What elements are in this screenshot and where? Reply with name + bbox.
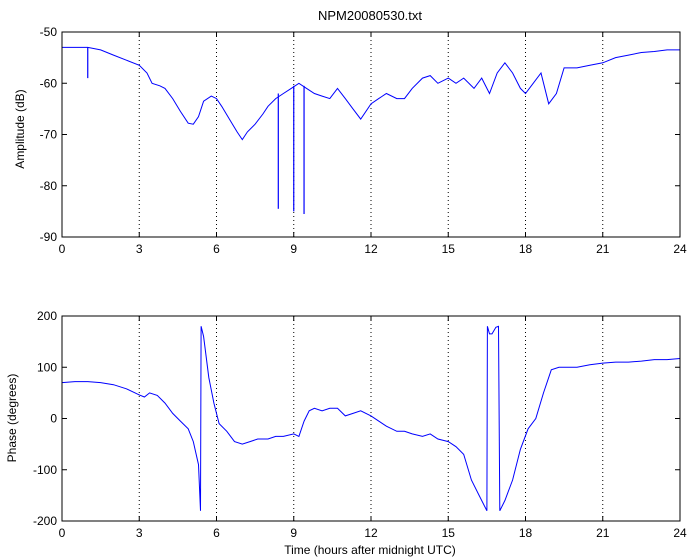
amplitude-x-tick-label: 3 bbox=[136, 242, 143, 256]
phase-x-tick-label: 12 bbox=[364, 526, 378, 540]
phase-x-axis-label: Time (hours after midnight UTC) bbox=[284, 543, 456, 557]
phase-x-tick-label: 9 bbox=[290, 526, 297, 540]
amplitude-y-axis-label: Amplitude (dB) bbox=[13, 89, 27, 168]
phase-x-tick-label: 21 bbox=[596, 526, 610, 540]
phase-axes-frame bbox=[61, 315, 681, 522]
phase-x-tick-label: 18 bbox=[519, 526, 533, 540]
amplitude-x-tick-label: 6 bbox=[213, 242, 220, 256]
phase-x-tick-label: 15 bbox=[442, 526, 456, 540]
phase-y-tick-label: 100 bbox=[37, 360, 57, 374]
phase-x-tick-label: 24 bbox=[673, 526, 687, 540]
amplitude-x-tick-label: 12 bbox=[364, 242, 378, 256]
amplitude-x-tick-label: 18 bbox=[519, 242, 533, 256]
amplitude-y-tick-label: -80 bbox=[40, 179, 58, 193]
amplitude-x-tick-label: 21 bbox=[596, 242, 610, 256]
amplitude-y-tick-label: -70 bbox=[40, 128, 58, 142]
phase-y-tick-label: 0 bbox=[50, 412, 57, 426]
phase-panel: Phase (degrees) Time (hours after midnig… bbox=[5, 309, 687, 557]
amplitude-x-tick-label: 15 bbox=[442, 242, 456, 256]
phase-y-tick-label: -200 bbox=[33, 514, 57, 528]
phase-y-tick-label: -100 bbox=[33, 463, 57, 477]
amplitude-y-tick-label: -90 bbox=[40, 230, 58, 244]
amplitude-y-tick-label: -60 bbox=[40, 76, 58, 90]
phase-x-tick-label: 0 bbox=[59, 526, 66, 540]
amplitude-x-tick-label: 0 bbox=[59, 242, 66, 256]
phase-x-tick-label: 6 bbox=[213, 526, 220, 540]
amplitude-axes-frame bbox=[61, 31, 681, 238]
amplitude-chart-title: NPM20080530.txt bbox=[318, 8, 422, 23]
phase-y-tick-label: 200 bbox=[37, 309, 57, 323]
phase-series-line bbox=[61, 325, 681, 512]
amplitude-x-tick-label: 24 bbox=[673, 242, 687, 256]
amplitude-series-line bbox=[62, 46, 680, 141]
amplitude-panel: NPM20080530.txt Amplitude (dB) 0 3 6 9 12 15 1… bbox=[13, 8, 687, 256]
phase-x-tick-label: 3 bbox=[136, 526, 143, 540]
amplitude-x-tick-label: 9 bbox=[290, 242, 297, 256]
amplitude-y-tick-label: -50 bbox=[40, 25, 58, 39]
phase-y-axis-label: Phase (degrees) bbox=[5, 374, 19, 463]
